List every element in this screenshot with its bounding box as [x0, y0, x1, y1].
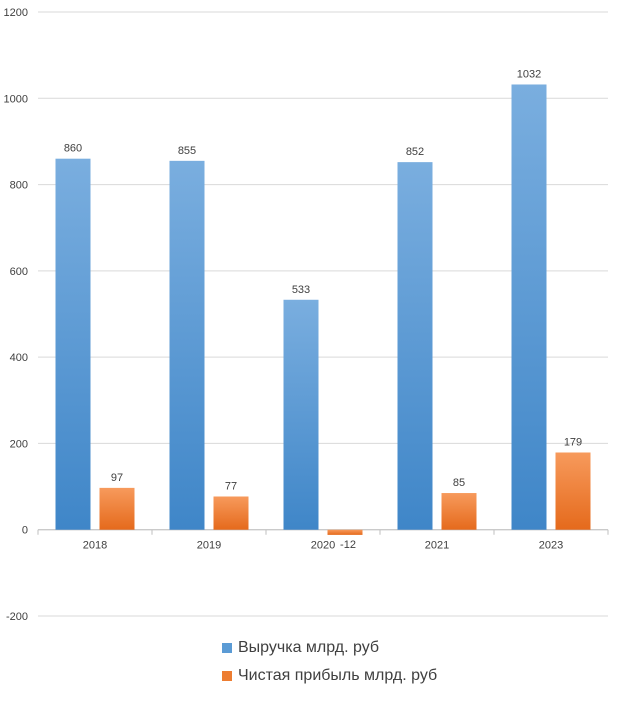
revenue-bar-2023: [511, 84, 547, 530]
bars: [55, 84, 591, 535]
net-profit-label-2021: 85: [453, 477, 465, 489]
y-tick-label: 0: [22, 525, 28, 537]
revenue-label-2018: 860: [64, 143, 82, 155]
revenue-bar-2019: [169, 160, 205, 530]
y-tick-label: 1200: [4, 7, 28, 19]
revenue-label-2023: 1032: [517, 68, 541, 80]
legend-swatch-revenue: [222, 643, 232, 653]
y-tick-label: -200: [6, 611, 28, 623]
net-profit-bar-2021: [441, 493, 477, 530]
x-tick-label: 2018: [83, 540, 107, 552]
x-tick-label: 2021: [425, 540, 449, 552]
revenue-label-2020: 533: [292, 284, 310, 296]
x-tick-label: 2020: [311, 540, 335, 552]
legend-label-revenue: Выручка млрд. руб: [238, 639, 380, 656]
revenue-label-2019: 855: [178, 145, 196, 157]
legend: Выручка млрд. руб Чистая прибыль млрд. р…: [222, 634, 437, 690]
net-profit-bar-2023: [555, 452, 591, 530]
legend-item-net-profit: Чистая прибыль млрд. руб: [222, 662, 437, 690]
y-tick-label: 1000: [4, 93, 28, 105]
revenue-bar-2018: [55, 158, 91, 530]
net-profit-label-2020: -12: [340, 539, 356, 551]
legend-swatch-net-profit: [222, 671, 232, 681]
x-tick-label: 2019: [197, 540, 221, 552]
y-tick-label: 400: [10, 352, 28, 364]
net-profit-label-2023: 179: [564, 436, 582, 448]
net-profit-bar-2019: [213, 496, 249, 530]
revenue-label-2021: 852: [406, 146, 424, 158]
net-profit-label-2019: 77: [225, 480, 237, 492]
data-labels: 860 97 855 77 533 -12 852 85 1032 179: [64, 68, 582, 550]
revenue-bar-2021: [397, 162, 433, 530]
x-tick-label: 2023: [539, 540, 563, 552]
net-profit-bar-2020: [327, 529, 363, 535]
y-tick-label: 600: [10, 266, 28, 278]
net-profit-bar-2018: [99, 487, 135, 530]
net-profit-label-2018: 97: [111, 472, 123, 484]
revenue-bar-2020: [283, 299, 319, 530]
y-tick-label: 200: [10, 438, 28, 450]
y-tick-label: 800: [10, 180, 28, 192]
legend-item-revenue: Выручка млрд. руб: [222, 634, 437, 662]
legend-label-net-profit: Чистая прибыль млрд. руб: [238, 667, 438, 684]
